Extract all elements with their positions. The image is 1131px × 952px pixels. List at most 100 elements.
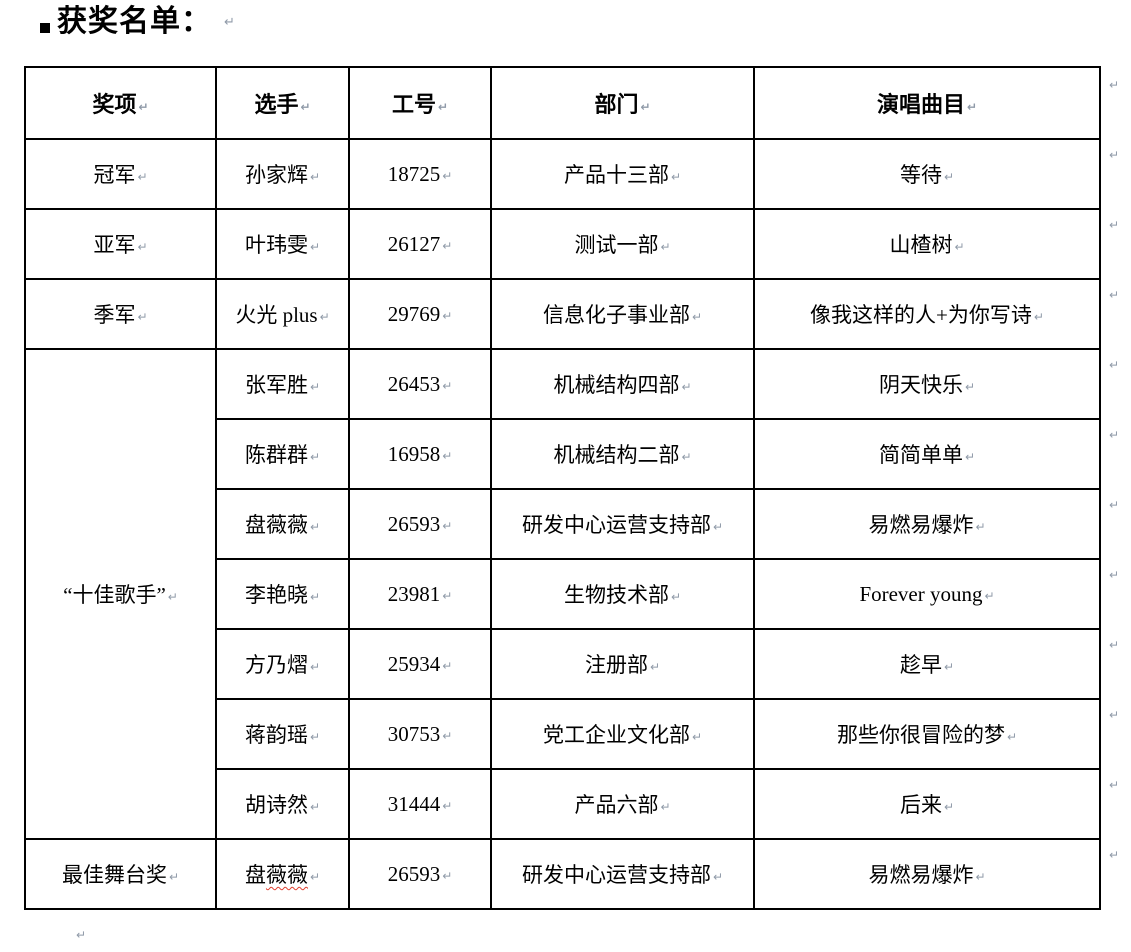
song-cell: 等待 ↵: [753, 138, 1101, 210]
cell-text: 研发中心运营支持部: [521, 513, 711, 537]
cell-text: 产品十三部: [563, 163, 669, 187]
cell-text: 蒋韵瑶: [244, 723, 308, 747]
employee-id-cell: 25934 ↵: [348, 628, 492, 700]
table-row: 方乃熠 ↵ 25934 ↵ 注册部 ↵ 趁早 ↵: [25, 628, 1101, 700]
cell-mark-icon: ↵: [943, 800, 955, 814]
department-cell: 产品十三部 ↵: [490, 138, 755, 210]
cell-mark-icon: ↵: [964, 450, 976, 464]
paragraph-mark-icon: ↵: [224, 15, 235, 30]
cell-mark-icon: ↵: [442, 658, 453, 673]
cell-mark-icon: ↵: [442, 798, 453, 813]
table-row: 冠军 ↵ 孙家辉 ↵ 18725 ↵ 产品十三部 ↵ 等待 ↵: [24, 138, 1101, 210]
cell-text: 等待: [899, 163, 942, 187]
cell-mark-icon: ↵: [943, 660, 955, 674]
employee-id-cell: 29769 ↵: [348, 278, 492, 350]
cell-mark-icon: ↵: [442, 168, 453, 183]
cell-text: 张军胜: [244, 373, 308, 397]
square-bullet-icon: [40, 23, 50, 33]
page-title: 获奖名单：: [57, 5, 212, 38]
row-end-mark-icon: ↵: [1109, 708, 1120, 722]
header-text: 演唱曲目: [876, 92, 965, 117]
department-cell: 测试一部 ↵: [490, 208, 755, 280]
cell-mark-icon: ↵: [964, 380, 976, 394]
department-cell: 党工企业文化部 ↵: [490, 698, 755, 770]
department-cell: 产品六部 ↵: [490, 768, 755, 840]
cell-mark-icon: ↵: [442, 308, 453, 323]
cell-text: 18725: [387, 161, 441, 186]
contestant-cell: 盘薇薇 ↵: [215, 838, 350, 910]
cell-mark-icon: ↵: [966, 100, 978, 114]
cell-text: 阴天快乐: [878, 373, 963, 397]
cell-text: 机械结构二部: [553, 443, 680, 467]
cell-text: 信息化子事业部: [542, 303, 690, 327]
table-row: 亚军 ↵ 叶玮雯 ↵ 26127 ↵ 测试一部 ↵ 山楂树 ↵: [24, 208, 1101, 280]
cell-text: 易燃易爆炸: [868, 863, 974, 887]
cell-mark-icon: ↵: [137, 170, 148, 184]
cell-mark-icon: ↵: [1033, 310, 1044, 324]
cell-mark-icon: ↵: [984, 588, 995, 603]
cell-mark-icon: ↵: [309, 590, 321, 604]
cell-text: 最佳舞台奖: [61, 863, 167, 887]
header-text: 选手: [254, 92, 299, 117]
cell-text: 像我这样的人+为你写诗: [810, 303, 1032, 327]
cell-mark-icon: ↵: [309, 240, 321, 254]
cell-text: 盘薇薇: [244, 513, 308, 537]
contestant-cell: 陈群群 ↵: [215, 418, 350, 490]
cell-mark-icon: ↵: [954, 240, 965, 254]
row-end-mark-icon: ↵: [1109, 428, 1120, 442]
cell-mark-icon: ↵: [442, 238, 453, 253]
header-row: 奖项 ↵ 选手 ↵ 工号 ↵ 部门 ↵ 演唱曲目 ↵: [24, 66, 1101, 140]
song-cell: 那些你很冒险的梦 ↵: [753, 698, 1101, 770]
cell-mark-icon: ↵: [138, 100, 149, 114]
song-cell: 阴天快乐 ↵: [753, 348, 1101, 420]
awards-table: 奖项 ↵ 选手 ↵ 工号 ↵ 部门 ↵ 演唱曲目 ↵ 冠军 ↵ 孙家辉 ↵ 18725 ↵ 产品…: [24, 66, 1101, 910]
cell-text: 党工企业文化部: [542, 723, 690, 747]
row-end-mark-icon: ↵: [1109, 498, 1120, 512]
table-row: “十佳歌手” ↵ 张军胜 ↵ 26453 ↵ 机械结构四部 ↵ 阴天快乐 ↵: [24, 348, 1101, 840]
cell-mark-icon: ↵: [660, 800, 671, 814]
cell-text: 注册部: [584, 653, 648, 677]
cell-text: 冠军: [93, 163, 136, 187]
cell-text: 胡诗然: [244, 793, 308, 817]
cell-mark-icon: ↵: [309, 870, 321, 884]
cell-text: 亚军: [93, 233, 136, 257]
cell-mark-icon: ↵: [442, 728, 453, 743]
row-end-mark-icon: ↵: [1109, 638, 1120, 652]
cell-text: 山楂树: [889, 233, 953, 257]
cell-mark-icon: ↵: [309, 380, 321, 394]
song-cell: 易燃易爆炸 ↵: [753, 488, 1101, 560]
cell-text: 26593: [387, 511, 441, 536]
cell-mark-icon: ↵: [168, 870, 180, 884]
employee-id-cell: 26453 ↵: [348, 348, 492, 420]
cell-text: 后来: [899, 793, 942, 817]
table-row: 胡诗然 ↵ 31444 ↵ 产品六部 ↵ 后来 ↵: [25, 768, 1101, 840]
contestant-cell: 张军胜 ↵: [215, 348, 350, 420]
cell-mark-icon: ↵: [681, 450, 692, 464]
song-cell: 简简单单 ↵: [753, 418, 1101, 490]
department-cell: 生物技术部 ↵: [490, 558, 755, 630]
contestant-cell: 方乃熠 ↵: [215, 628, 350, 700]
cell-text: 机械结构四部: [553, 373, 680, 397]
award-cell-merged: “十佳歌手” ↵: [24, 348, 217, 840]
cell-text: 25934: [387, 651, 441, 676]
row-end-mark-icon: ↵: [1109, 218, 1120, 232]
table-row: 季军 ↵ 火光 plus ↵ 29769 ↵ 信息化子事业部 ↵ 像我这样的人+为你写诗…: [24, 278, 1101, 350]
cell-text: Forever young: [859, 581, 983, 606]
cell-text: 李艳晓: [244, 583, 308, 607]
row-end-mark-icon: ↵: [1109, 848, 1120, 862]
cell-mark-icon: ↵: [300, 100, 311, 114]
cell-mark-icon: ↵: [309, 730, 321, 744]
misspelled-text: 薇薇: [265, 863, 308, 887]
table-row: 最佳舞台奖 ↵ 盘薇薇 ↵ 26593 ↵ 研发中心运营支持部 ↵ 易燃易爆炸 ↵: [24, 838, 1101, 910]
row-end-mark-icon: ↵: [1109, 78, 1120, 92]
cell-mark-icon: ↵: [309, 170, 321, 184]
cell-mark-icon: ↵: [137, 310, 148, 324]
cell-text: 叶玮雯: [244, 233, 308, 257]
cell-mark-icon: ↵: [975, 520, 986, 534]
employee-id-cell: 26593 ↵: [348, 488, 492, 560]
document-title-line: 获奖名单： ↵: [40, 4, 235, 40]
contestant-cell: 叶玮雯 ↵: [215, 208, 350, 280]
department-cell: 研发中心运营支持部 ↵: [490, 488, 755, 560]
cell-mark-icon: ↵: [442, 448, 453, 463]
department-cell: 信息化子事业部 ↵: [490, 278, 755, 350]
